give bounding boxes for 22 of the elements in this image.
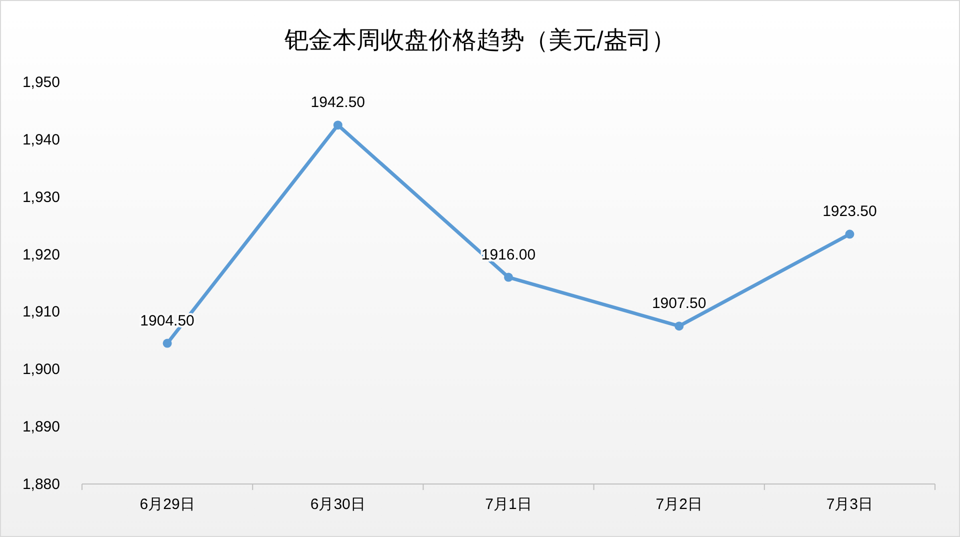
y-tick-label: 1,920 — [22, 246, 60, 264]
x-tick-label: 6月29日 — [140, 496, 195, 513]
y-tick-label: 1,910 — [22, 304, 60, 321]
x-tick-label: 6月30日 — [310, 496, 366, 513]
point — [504, 272, 513, 282]
chart-title: 钯金本周收盘价格趋势（美元/盎司） — [284, 27, 676, 54]
y-tick-label: 1,880 — [22, 476, 60, 493]
y-tick-label: 1,890 — [22, 418, 60, 436]
x-tick-label: 7月3日 — [826, 496, 874, 513]
y-tick-label: 1,930 — [22, 188, 60, 206]
y-tick-label: 1,940 — [22, 131, 60, 148]
y-tick-label: 1,900 — [22, 361, 60, 378]
point — [674, 322, 684, 331]
data-label: 1923.50 — [822, 203, 877, 220]
y-tick-label: 1,950 — [22, 74, 60, 91]
data-label: 1942.50 — [310, 94, 366, 112]
point — [845, 230, 854, 239]
x-tick-label: 7月1日 — [485, 496, 532, 513]
x-tick-label: 7月2日 — [656, 496, 702, 513]
point — [333, 120, 342, 130]
point — [162, 338, 172, 348]
data-label: 1907.50 — [652, 295, 706, 312]
